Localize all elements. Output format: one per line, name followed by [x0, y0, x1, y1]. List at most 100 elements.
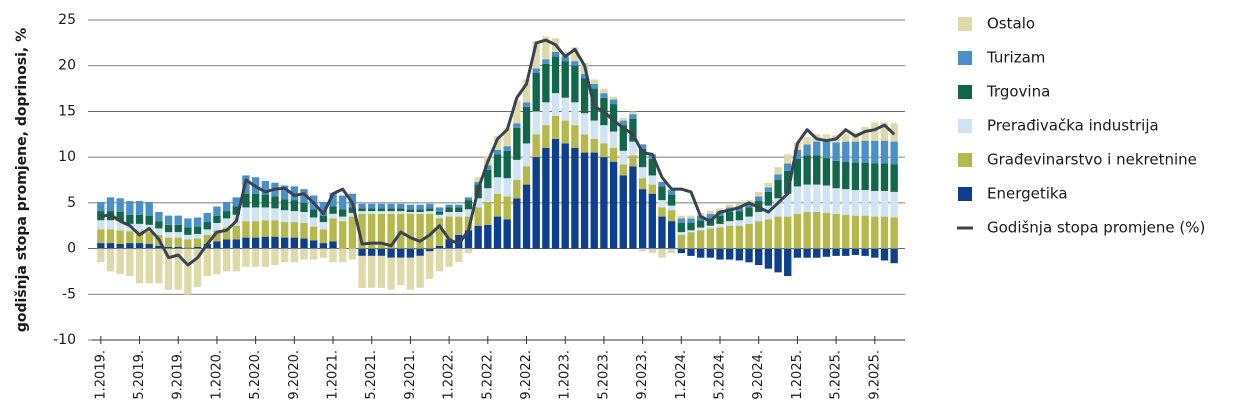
bar-segment	[571, 102, 579, 126]
bar-segment	[193, 246, 202, 249]
bar-segment	[716, 248, 724, 260]
bar-segment	[455, 216, 463, 235]
bar-segment	[164, 248, 173, 290]
bar-segment	[590, 152, 598, 249]
bar-segment	[551, 52, 560, 57]
bar-segment	[445, 239, 453, 249]
bar-segment	[213, 230, 221, 242]
bar-segment	[387, 203, 395, 209]
bar-segment	[193, 238, 202, 247]
bar-segment	[426, 208, 434, 212]
bar-segment	[135, 201, 144, 215]
bar-segment	[222, 227, 231, 240]
bar-segment	[339, 195, 347, 210]
bar-segment	[261, 180, 269, 195]
y-tick-label: 20	[58, 58, 76, 74]
bar-segment	[813, 141, 821, 156]
bar-segment	[368, 213, 376, 249]
bar-segment	[890, 164, 898, 192]
bar-segment	[397, 203, 405, 209]
bar-segment	[213, 206, 221, 216]
bar-segment	[600, 125, 608, 144]
bar-segment	[793, 149, 802, 159]
bar-segment	[368, 255, 376, 288]
bar-segment	[242, 237, 250, 249]
bar-segment	[155, 221, 163, 229]
bar-segment	[774, 174, 782, 180]
bar-segment	[871, 122, 879, 141]
bar-segment	[164, 237, 173, 247]
bar-segment	[474, 177, 482, 182]
bar-segment	[416, 255, 424, 288]
bar-segment	[842, 214, 850, 249]
y-tick-label: 0	[67, 241, 76, 257]
bar-segment	[726, 221, 734, 226]
bar-segment	[348, 212, 357, 217]
bar-segment	[590, 138, 598, 153]
y-axis-label: godišnja stopa promjene, doprinosi, %	[14, 28, 30, 332]
bar-segment	[97, 229, 105, 244]
bar-segment	[861, 215, 869, 249]
bar-segment	[716, 223, 724, 228]
bar-segment	[203, 234, 211, 244]
bar-segment	[348, 248, 357, 260]
bar-segment	[638, 167, 647, 179]
x-tick-label: 5.2024.	[713, 350, 728, 400]
bar-segment	[406, 204, 415, 210]
bar-segment	[822, 248, 831, 257]
bar-segment	[416, 204, 424, 210]
bar-segment	[251, 207, 260, 222]
bar-segment	[648, 175, 656, 185]
bar-segment	[329, 241, 337, 249]
bar-segment	[155, 245, 163, 249]
bar-segment	[416, 212, 424, 214]
bar-segment	[106, 197, 115, 212]
bar-segment	[764, 187, 773, 192]
bar-segment	[174, 224, 182, 233]
x-tick-label: 5.2022.	[480, 350, 495, 400]
bar-segment	[571, 61, 579, 66]
bar-segment	[551, 116, 560, 139]
bar-segment	[745, 207, 753, 217]
bar-segment	[455, 204, 463, 208]
bar-segment	[813, 184, 821, 212]
bar-segment	[358, 248, 366, 256]
bar-segment	[174, 248, 182, 290]
bar-segment	[745, 248, 753, 263]
bar-segment	[774, 216, 782, 249]
bar-segment	[629, 155, 637, 167]
bar-segment	[271, 196, 279, 209]
bar-segment	[580, 152, 589, 249]
bar-segment	[232, 225, 240, 240]
bar-segment	[638, 248, 647, 252]
bar-segment	[561, 97, 569, 121]
bar-segment	[513, 123, 521, 128]
legend-swatch	[958, 153, 972, 167]
bar-segment	[832, 142, 840, 161]
bar-segment	[890, 248, 898, 264]
bar-segment	[658, 207, 666, 217]
bar-segment	[880, 122, 889, 141]
bar-segment	[861, 162, 869, 191]
bar-segment	[735, 203, 744, 207]
bar-segment	[522, 79, 531, 103]
bar-segment	[387, 213, 395, 249]
bar-segment	[290, 248, 299, 263]
bar-segment	[861, 126, 869, 141]
bar-segment	[213, 248, 221, 275]
bar-segment	[726, 248, 734, 260]
bar-segment	[503, 219, 511, 249]
bar-segment	[832, 213, 840, 249]
bar-segment	[406, 212, 415, 214]
bar-segment	[329, 218, 337, 242]
bar-segment	[397, 208, 405, 212]
bar-segment	[358, 213, 366, 249]
legend-label: Ostalo	[987, 15, 1035, 33]
bar-segment	[406, 248, 415, 258]
bar-segment	[803, 248, 811, 258]
bar-segment	[319, 248, 328, 258]
bar-segment	[696, 230, 705, 249]
bar-segment	[416, 209, 424, 212]
bar-segment	[484, 224, 492, 249]
